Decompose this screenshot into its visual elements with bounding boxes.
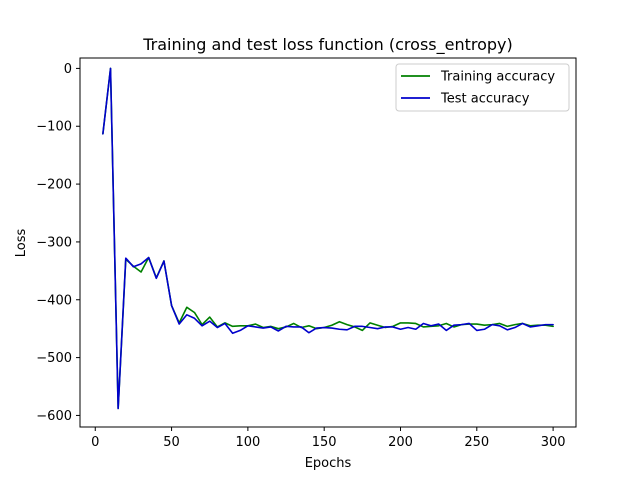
legend-label: Test accuracy xyxy=(440,92,530,107)
series-line-test xyxy=(102,67,554,410)
x-tick-label: 100 xyxy=(235,435,260,450)
y-axis-label: Loss xyxy=(14,229,29,258)
plot-area-frame xyxy=(79,57,577,428)
x-tick-label: 50 xyxy=(163,435,180,450)
legend-box xyxy=(395,63,570,112)
x-tick-label: 150 xyxy=(312,435,337,450)
x-axis-label: Epochs xyxy=(305,456,352,471)
y-axis-ticks: 0 −100 −200 −300 −400 −500 −600 xyxy=(36,62,80,424)
legend: Training accuracy Test accuracy xyxy=(395,63,570,112)
x-tick-label: 300 xyxy=(541,435,566,450)
x-axis-ticks: 0 50 100 150 200 250 300 xyxy=(91,427,566,450)
y-tick-label: −400 xyxy=(36,293,72,308)
y-tick-label: −500 xyxy=(36,351,72,366)
x-tick-label: 200 xyxy=(388,435,413,450)
y-tick-label: −300 xyxy=(36,235,72,250)
y-tick-label: 0 xyxy=(64,62,72,77)
series-lines xyxy=(102,67,554,410)
x-tick-label: 0 xyxy=(91,435,99,450)
y-tick-label: −200 xyxy=(36,178,72,193)
legend-label: Training accuracy xyxy=(440,70,555,85)
y-tick-label: −100 xyxy=(36,120,72,135)
x-tick-label: 250 xyxy=(464,435,489,450)
chart-title: Training and test loss function (cross_e… xyxy=(142,35,513,55)
y-tick-label: −600 xyxy=(36,409,72,424)
